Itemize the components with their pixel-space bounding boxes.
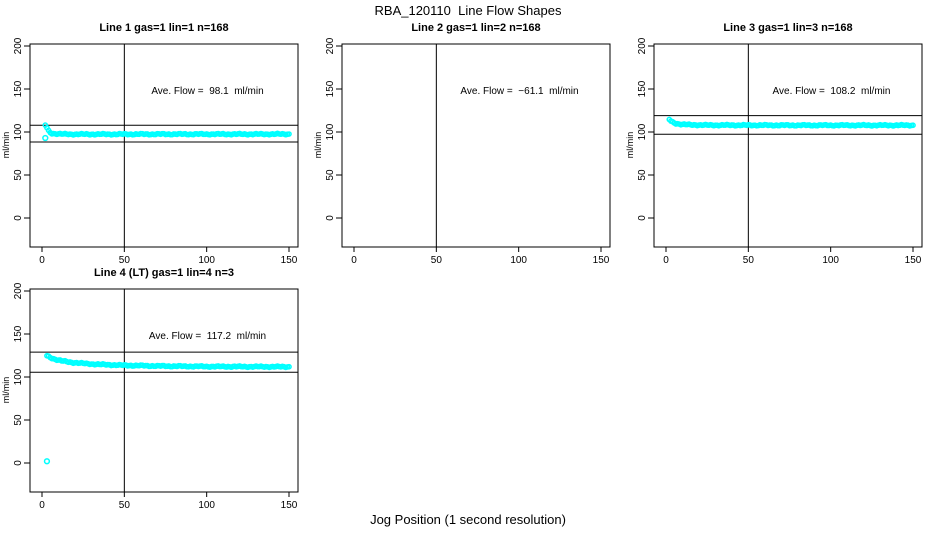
plot-canvas-line-1: 0 50 100 150 0 50 100 150 200: [13, 37, 299, 266]
y-axis-label: ml/min: [625, 131, 635, 159]
plot-title: Line 4 (LT) gas=1 lin=4 n=3: [93, 267, 235, 279]
svg-text:50: 50: [13, 414, 24, 426]
svg-text:50: 50: [325, 169, 336, 181]
svg-text:150: 150: [281, 500, 298, 511]
svg-text:50: 50: [13, 169, 24, 181]
plot-title: Line 2 gas=1 lin=2 n=168: [411, 22, 541, 34]
svg-text:100: 100: [637, 123, 648, 140]
svg-text:150: 150: [13, 325, 24, 342]
plot-canvas-line-4: 0 50 100 150 0 50 100 150 200: [13, 282, 299, 511]
svg-text:0: 0: [13, 215, 24, 221]
y-axis-label: ml/min: [313, 131, 323, 159]
plot-title: Line 3 gas=1 lin=3 n=168: [723, 22, 853, 34]
svg-text:200: 200: [325, 37, 336, 54]
svg-text:100: 100: [198, 500, 215, 511]
ave-flow-annotation: Ave. Flow = 98.1 ml/min: [151, 86, 264, 97]
y-axis-label: ml/min: [1, 376, 11, 404]
svg-text:200: 200: [637, 37, 648, 54]
svg-text:150: 150: [637, 80, 648, 97]
ave-flow-annotation: Ave. Flow = 108.2 ml/min: [772, 86, 891, 97]
svg-text:150: 150: [325, 80, 336, 97]
svg-text:0: 0: [325, 215, 336, 221]
svg-text:200: 200: [13, 37, 24, 54]
ave-flow-annotation: Ave. Flow = 117.2 ml/min: [148, 331, 267, 342]
svg-text:0: 0: [637, 215, 648, 221]
svg-text:100: 100: [325, 123, 336, 140]
svg-text:150: 150: [593, 255, 610, 266]
svg-text:100: 100: [198, 255, 215, 266]
subplot-line-4: 0 50 100 150 0 50 100 150 200 Line 4 (LT) gas=1 …: [0, 263, 312, 513]
svg-text:200: 200: [13, 282, 24, 299]
ave-flow-annotation: Ave. Flow = −61.1 ml/min: [460, 86, 579, 97]
plot-title: Line 1 gas=1 lin=1 n=168: [99, 22, 229, 34]
x-axis-label: Jog Position (1 second resolution): [370, 512, 566, 527]
svg-text:0: 0: [663, 255, 669, 266]
svg-text:50: 50: [431, 255, 443, 266]
svg-text:0: 0: [39, 500, 45, 511]
subplot-line-2: 0 50 100 150 0 50 100 150 200 Line 2 gas=1 lin=2…: [312, 18, 624, 268]
svg-text:150: 150: [281, 255, 298, 266]
svg-text:0: 0: [39, 255, 45, 266]
svg-text:150: 150: [13, 80, 24, 97]
subplot-line-3: 0 50 100 150 0 50 100 150 200 Line 3 gas=1 lin=3…: [624, 18, 936, 268]
svg-text:0: 0: [13, 460, 24, 466]
svg-text:50: 50: [119, 255, 131, 266]
y-axis-label: ml/min: [1, 131, 11, 159]
svg-text:100: 100: [13, 123, 24, 140]
plot-canvas-line-3: 0 50 100 150 0 50 100 150 200: [637, 37, 923, 266]
svg-text:50: 50: [743, 255, 755, 266]
svg-text:50: 50: [119, 500, 131, 511]
svg-text:100: 100: [13, 368, 24, 385]
svg-text:150: 150: [905, 255, 922, 266]
svg-text:50: 50: [637, 169, 648, 181]
svg-text:100: 100: [822, 255, 839, 266]
subplot-line-1: 0 50 100 150 0 50 100 150 200 Line 1 gas=1 lin=1…: [0, 18, 312, 268]
plot-canvas-line-2: 0 50 100 150 0 50 100 150 200: [325, 37, 611, 266]
svg-text:0: 0: [351, 255, 357, 266]
svg-text:100: 100: [510, 255, 527, 266]
figure-title: RBA_120110 Line Flow Shapes: [374, 3, 562, 18]
